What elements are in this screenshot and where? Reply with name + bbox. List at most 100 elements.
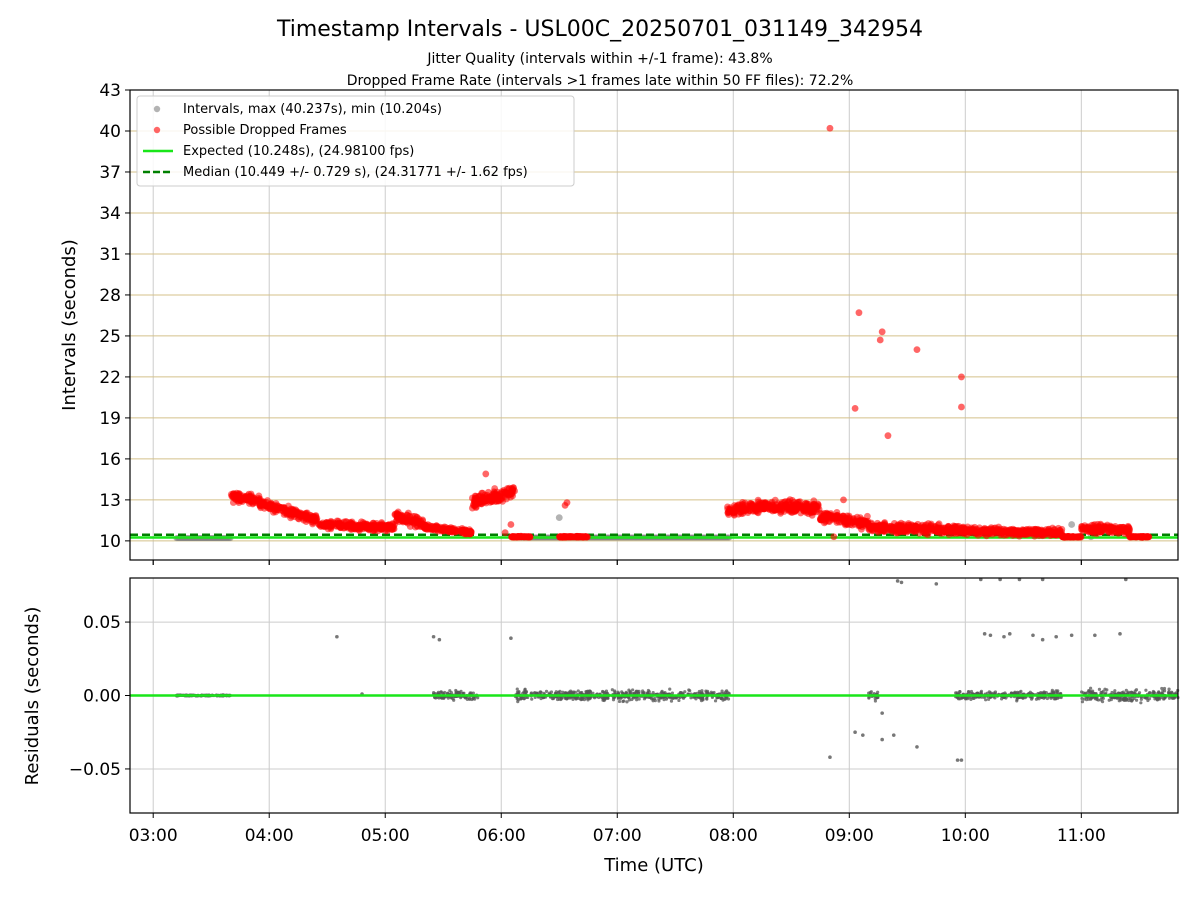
residual-point	[1132, 691, 1136, 695]
dropped-frame-point	[562, 533, 570, 541]
dropped-frame-point	[884, 432, 892, 440]
dropped-frame-point	[1019, 530, 1026, 537]
x-tick-label: 06:00	[477, 826, 526, 846]
dropped-frame-point	[826, 124, 834, 132]
dropped-frame-point	[507, 521, 515, 528]
dropped-frame-point	[333, 522, 340, 530]
dropped-frame-point	[390, 525, 398, 533]
residual-point	[1099, 698, 1103, 702]
residual-point	[958, 690, 962, 694]
legend: Intervals, max (40.237s), min (10.204s) …	[136, 95, 575, 187]
residual-point	[1144, 688, 1148, 692]
intervals-ytick-label: 40	[99, 122, 121, 142]
dropped-frame-point	[842, 515, 850, 523]
residual-point	[335, 634, 339, 639]
intervals-ylabel: Intervals (seconds)	[59, 239, 80, 411]
dropped-frame-point	[848, 521, 856, 529]
residual-point	[1146, 698, 1150, 703]
dropped-frame-point	[792, 506, 800, 514]
residual-point	[969, 689, 974, 694]
residual-point	[876, 690, 880, 694]
dropped-frame-point	[954, 529, 961, 537]
dropped-frame-point	[1047, 532, 1054, 539]
dropped-frame-point	[840, 496, 847, 504]
residual-point	[662, 698, 666, 702]
intervals-grid	[130, 89, 1178, 560]
intervals-ytick-label: 37	[99, 163, 121, 183]
dropped-frame-point	[761, 501, 768, 508]
residual-point	[1042, 690, 1046, 694]
residual-point	[956, 696, 960, 700]
residual-point	[899, 580, 904, 585]
residual-point	[646, 691, 650, 695]
residual-point	[698, 691, 702, 695]
dropped-frame-point	[855, 309, 863, 317]
residual-point	[1036, 696, 1040, 700]
dropped-frame-point	[876, 336, 884, 344]
residual-point	[476, 696, 480, 700]
dropped-frame-point	[256, 495, 264, 503]
dropped-frame-point	[238, 497, 245, 504]
dropped-frame-point	[998, 529, 1006, 537]
residual-point	[530, 697, 534, 701]
dropped-frame-point	[312, 512, 320, 520]
residual-point	[471, 691, 475, 695]
residuals-ytick-label: 0.05	[83, 613, 121, 633]
dropped-frame-point	[523, 533, 531, 541]
dropped-frame-point	[482, 470, 490, 478]
residual-point	[569, 689, 573, 693]
dropped-frame-point	[510, 484, 517, 492]
residual-point	[588, 689, 592, 693]
residual-point	[657, 697, 661, 701]
residual-point	[470, 697, 474, 702]
residual-point	[454, 688, 458, 693]
x-tick-label: 03:00	[129, 826, 178, 846]
dropped-frame-point	[945, 522, 952, 530]
residual-point	[434, 696, 438, 700]
residual-point	[713, 699, 718, 703]
residual-point	[986, 697, 991, 701]
dropped-frame-point	[1074, 533, 1082, 541]
residual-point	[705, 696, 709, 700]
residual-point	[1009, 691, 1014, 695]
dropped-frame-point	[323, 519, 330, 526]
residual-point	[604, 689, 609, 693]
residual-point	[1045, 696, 1049, 701]
residual-point	[895, 579, 900, 583]
intervals-ytick-label: 28	[99, 286, 121, 306]
residual-point	[1101, 696, 1105, 701]
residual-point	[1007, 632, 1012, 636]
legend-label-expected: Expected (10.248s), (24.98100 fps)	[183, 144, 414, 159]
intervals-ytick-label: 31	[99, 245, 121, 265]
residual-point	[670, 691, 675, 695]
dropped-frame-point	[830, 533, 838, 541]
residual-point	[1093, 633, 1097, 638]
residual-point	[1039, 691, 1043, 695]
dropped-frame-point	[467, 528, 475, 536]
dropped-frame-point	[779, 504, 786, 512]
intervals-ytick-label: 13	[99, 491, 121, 511]
residual-point	[979, 689, 984, 693]
dropped-frame-point	[403, 511, 411, 519]
dropped-frame-point	[786, 496, 794, 504]
intervals-ytick-label: 43	[99, 81, 121, 101]
residual-point	[880, 711, 884, 715]
residual-point	[677, 698, 681, 703]
residual-point	[1019, 689, 1023, 693]
residual-point	[635, 698, 639, 702]
x-axis-label: Time (UTC)	[603, 855, 704, 876]
dropped-frame-point	[563, 499, 571, 507]
residual-point	[558, 689, 562, 693]
dropped-frame-point	[491, 485, 499, 492]
residual-point	[1021, 696, 1025, 700]
residual-point	[573, 690, 577, 694]
dropped-frame-point	[406, 517, 414, 525]
dropped-frame-point	[823, 510, 831, 518]
dropped-frame-point	[869, 522, 877, 530]
dropped-frame-point	[383, 527, 391, 535]
residual-point	[437, 637, 442, 642]
dropped-frame-point	[963, 529, 971, 536]
dropped-frame-point	[974, 529, 982, 537]
dropped-frame-point	[829, 513, 836, 521]
residual-point	[555, 697, 560, 702]
